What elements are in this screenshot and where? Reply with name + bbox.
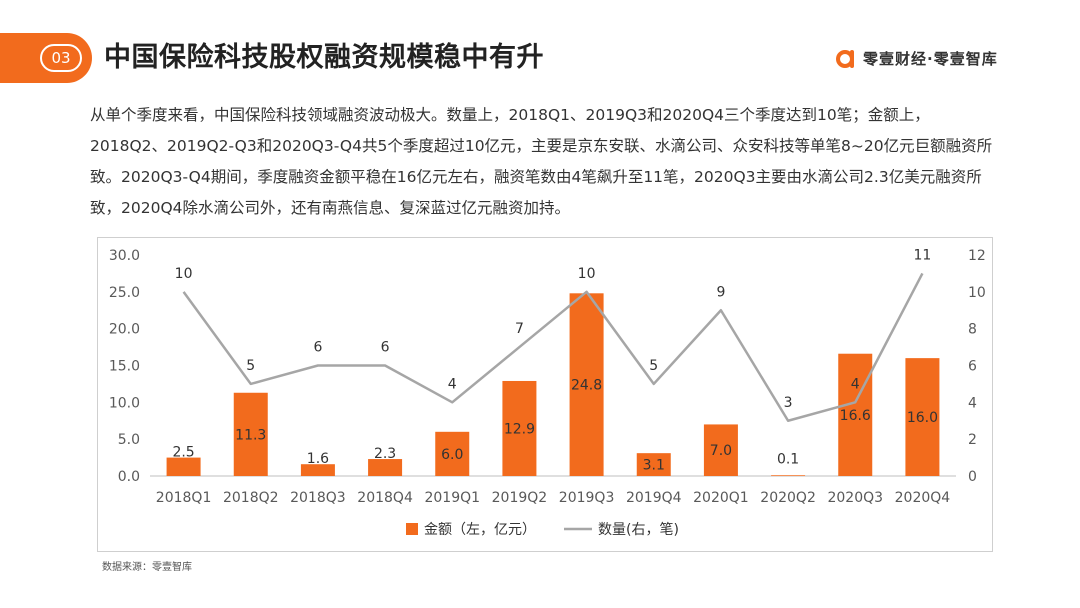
line-value-label: 10 [175,266,193,282]
x-axis-tick-label: 2019Q3 [559,490,615,506]
bar-value-label: 12.9 [504,421,535,437]
bar-value-label: 11.3 [235,427,266,443]
line-value-label: 11 [914,247,932,263]
series-line [182,272,924,422]
bar [368,459,403,476]
x-axis-tick-label: 2018Q1 [156,490,212,506]
combo-chart: 0.0 5.0 10.0 15.0 20.0 25.0 30.0 0 2 4 6 8 10 12 2.5 11… [109,247,986,538]
orange-a-icon [836,50,854,68]
x-axis-tick-label: 2019Q2 [492,490,548,506]
data-source-note: 数据来源：零壹智库 [102,562,192,573]
line-value-label: 5 [649,358,658,374]
bar-value-label: 2.3 [374,446,396,462]
right-axis-tick-label: 2 [968,432,977,448]
bar-value-label: 6.0 [441,447,463,463]
bar [636,453,671,476]
line-value-label: 6 [381,340,390,356]
bar [435,431,470,476]
x-axis-tick-label: 2020Q4 [895,490,951,506]
bar-value-label: 1.6 [307,451,329,467]
bar-value-label: 2.5 [172,445,194,461]
line-value-label: 10 [578,266,596,282]
legend-bar-swatch [406,523,418,535]
x-axis-tick-label: 2019Q1 [424,490,480,506]
bar [703,424,738,476]
left-axis-tick-label: 20.0 [109,322,140,338]
bar [905,358,940,476]
bar-value-label: 16.6 [840,408,871,424]
line-value-label: 9 [716,284,725,300]
line-value-label: 4 [851,376,860,392]
x-axis-tick-label: 2020Q3 [827,490,883,506]
bar-value-label: 16.0 [907,410,938,426]
right-axis-tick-label: 6 [968,359,977,375]
left-axis-tick-label: 5.0 [118,432,140,448]
legend-line-label: 数量(右，笔) [598,522,679,538]
x-axis-tick-label: 2018Q3 [290,490,346,506]
left-axis-tick-label: 25.0 [109,285,140,301]
x-axis-tick-label: 2020Q2 [760,490,816,506]
bar-value-label: 0.1 [777,451,799,467]
legend-bar-label: 金额（左，亿元） [424,522,536,538]
right-axis-tick-label: 8 [968,322,977,338]
brand-logo: 零壹财经·零壹智库 [835,45,998,71]
left-axis-tick-label: 0.0 [118,469,140,485]
x-axis-tick-label: 2020Q1 [693,490,749,506]
bar [233,392,268,476]
left-axis-tick-label: 10.0 [109,395,140,411]
bar [838,353,873,476]
right-axis-tick-label: 4 [968,395,977,411]
chart-frame: 0.0 5.0 10.0 15.0 20.0 25.0 30.0 0 2 4 6 8 10 12 2.5 11… [97,237,993,552]
x-axis-tick-label: 2019Q4 [626,490,682,506]
bar-value-label: 24.8 [571,378,602,394]
intro-paragraph: 从单个季度来看，中国保险科技领域融资波动极大。数量上，2018Q1、2019Q3… [90,106,993,217]
bar [300,464,335,476]
x-axis-tick-label: 2018Q4 [357,490,413,506]
section-number: 03 [40,44,82,72]
page-title: 中国保险科技股权融资规模稳中有升 [104,42,544,73]
right-axis-tick-label: 0 [968,469,977,485]
left-axis-tick-label: 30.0 [109,248,140,264]
x-axis-tick-label: 2018Q2 [223,490,279,506]
line-value-label: 3 [784,395,793,411]
bar-value-label: 3.1 [643,458,665,474]
line-value-label: 6 [313,340,322,356]
bar [502,380,537,476]
bar [569,293,604,476]
right-axis-tick-label: 12 [968,248,986,264]
bar-value-label: 7.0 [710,443,732,459]
brand-name: 零壹财经·零壹智库 [863,49,998,68]
bar [166,457,201,476]
line-value-label: 4 [448,376,457,392]
left-axis-tick-label: 15.0 [109,359,140,375]
line-value-label: 7 [515,321,524,337]
right-axis-tick-label: 10 [968,285,986,301]
bar [771,475,806,476]
line-value-label: 5 [246,358,255,374]
